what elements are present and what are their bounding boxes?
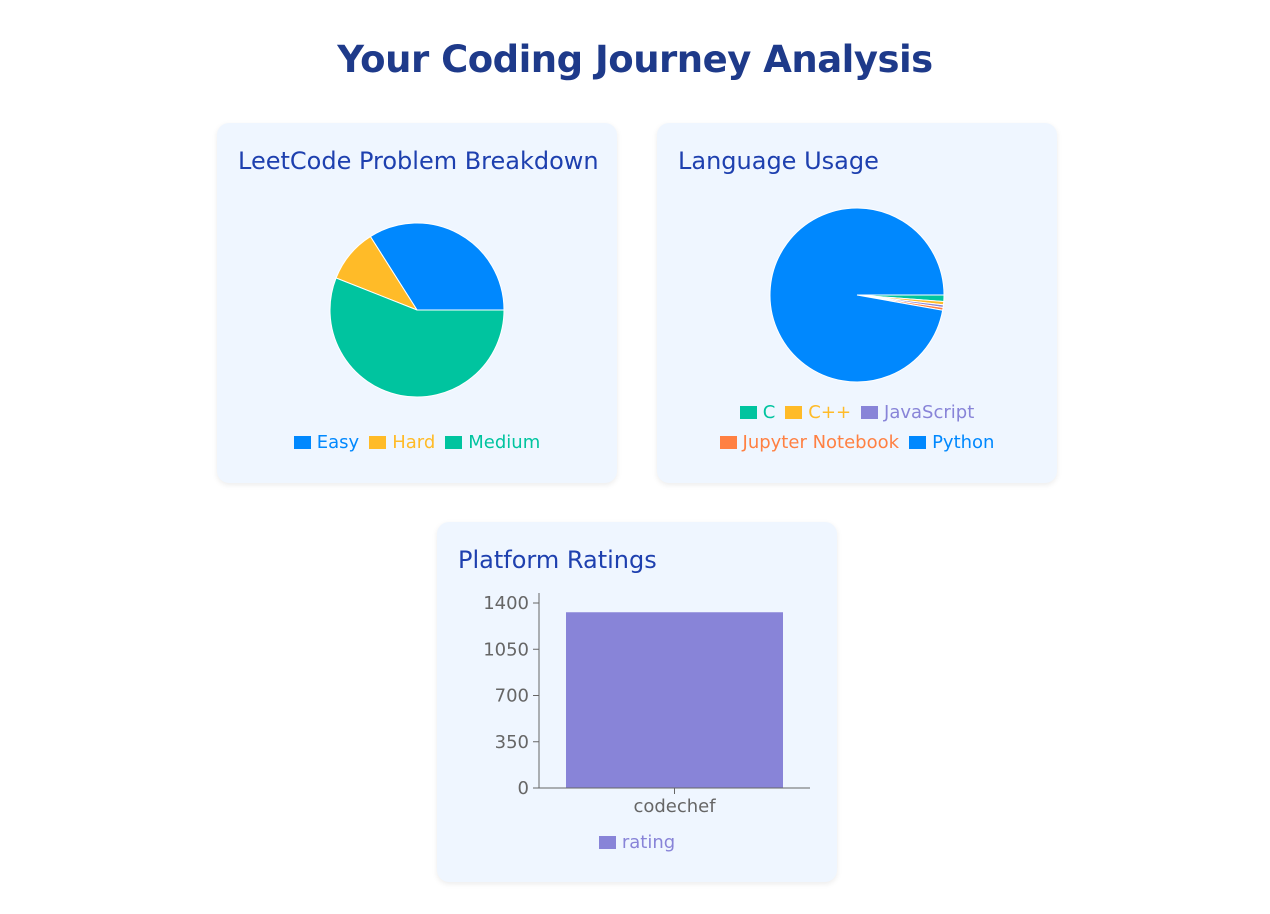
leetcode-card-title: LeetCode Problem Breakdown: [238, 147, 599, 175]
legend-item-easy[interactable]: Easy: [293, 428, 360, 458]
legend-label: C: [762, 402, 776, 423]
legend-swatch: [445, 436, 463, 449]
legend-row: C C++ JavaScript: [657, 398, 1057, 428]
legend-swatch: [598, 836, 616, 849]
language-legend: C C++ JavaScript Jupyter Notebook Python: [657, 398, 1057, 458]
x-tick-label: codechef: [633, 796, 716, 817]
y-tick-label: 1400: [483, 593, 529, 614]
leetcode-pie-chart: [329, 222, 505, 398]
legend-swatch: [861, 406, 879, 419]
legend-swatch: [293, 436, 311, 449]
legend-row: Easy Hard Medium: [217, 428, 617, 458]
legend-swatch: [785, 406, 803, 419]
legend-item-python[interactable]: Python: [909, 428, 994, 458]
legend-item-jupyter-notebook[interactable]: Jupyter Notebook: [719, 428, 900, 458]
legend-row: rating: [437, 828, 837, 858]
legend-label: Jupyter Notebook: [742, 432, 900, 453]
ratings-card-title: Platform Ratings: [458, 546, 657, 574]
pie-slice-python[interactable]: [769, 207, 945, 383]
legend-label: Python: [932, 432, 995, 453]
leetcode-breakdown-card: LeetCode Problem Breakdown Easy Hard Mediu…: [217, 123, 617, 483]
platform-ratings-card: Platform Ratings codechef 0 350 700 1050 1400…: [437, 522, 837, 882]
language-card-title: Language Usage: [678, 147, 879, 175]
legend-item-javascript[interactable]: JavaScript: [861, 398, 974, 428]
y-tick-label: 700: [495, 686, 529, 707]
legend-row: Jupyter Notebook Python: [657, 428, 1057, 458]
legend-label: Medium: [468, 432, 541, 453]
legend-item-rating[interactable]: rating: [598, 828, 676, 858]
legend-label: Hard: [392, 432, 436, 453]
y-tick-label: 350: [495, 732, 529, 753]
legend-label: JavaScript: [884, 402, 975, 423]
legend-item-hard[interactable]: Hard: [369, 428, 435, 458]
y-tick-label: 0: [518, 778, 529, 799]
y-tick-label: 1050: [483, 639, 529, 660]
ratings-legend: rating: [437, 828, 837, 858]
bar-codechef-rating[interactable]: [566, 612, 783, 788]
legend-label: C++: [808, 402, 852, 423]
legend-swatch: [719, 436, 737, 449]
legend-swatch: [369, 436, 387, 449]
leetcode-legend: Easy Hard Medium: [217, 428, 617, 458]
legend-item-medium[interactable]: Medium: [445, 428, 540, 458]
legend-item-c[interactable]: C++: [785, 398, 851, 428]
legend-swatch: [739, 406, 757, 419]
page-title: Your Coding Journey Analysis: [337, 38, 933, 81]
language-pie-chart: [769, 207, 945, 383]
pie-slice-medium[interactable]: [329, 277, 505, 398]
legend-swatch: [909, 436, 927, 449]
legend-item-c[interactable]: C: [739, 398, 776, 428]
language-usage-card: Language Usage C C++ JavaScript Jupyter Not…: [657, 123, 1057, 483]
ratings-bar-chart: codechef 0 350 700 1050 1400: [483, 593, 810, 817]
legend-label: rating: [621, 832, 676, 853]
legend-label: Easy: [316, 432, 360, 453]
